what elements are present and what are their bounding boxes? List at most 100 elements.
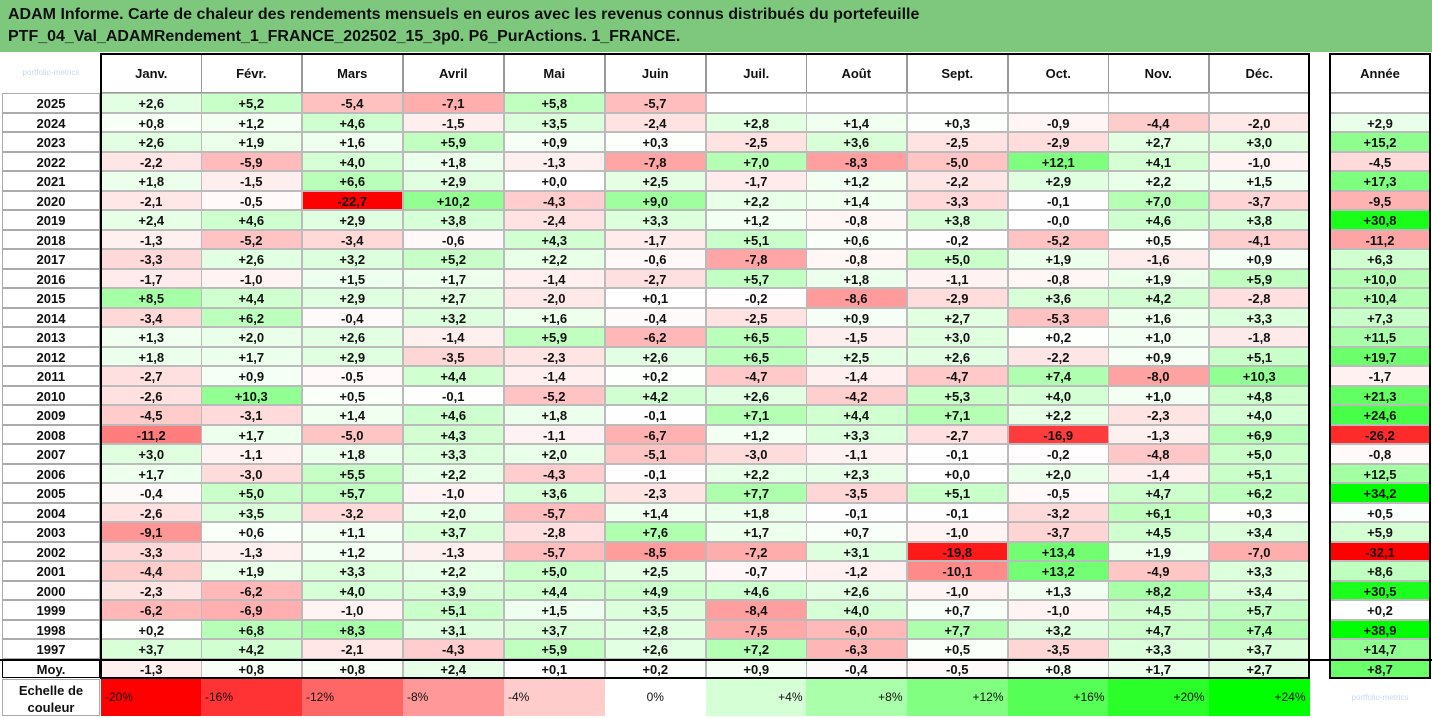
heatmap-cell: -2,2 [907,171,1008,191]
heatmap-cell: +5,0 [504,561,605,581]
year-label: 2012 [2,346,100,366]
heatmap-cell: +2,6 [806,580,907,600]
heatmap-cell: +3,0 [1209,132,1310,152]
heatmap-cell: +13,2 [1008,561,1109,581]
heatmap-cell: +1,9 [1108,541,1209,561]
heatmap-cell: +1,8 [101,346,202,366]
heatmap-cell: -2,9 [907,288,1008,308]
heatmap-cell: +7,4 [1008,366,1109,386]
heatmap-cell: +4,5 [1108,600,1209,620]
heatmap-cell: +1,5 [1209,171,1310,191]
annual-cell: -0,8 [1330,444,1430,464]
heatmap-cell: +5,8 [504,93,605,113]
heatmap-cell: -2,7 [907,424,1008,444]
annual-cell: +19,7 [1330,346,1430,366]
heatmap-cell: +1,0 [1108,327,1209,347]
annual-cell: +15,2 [1330,132,1430,152]
heatmap-cell: -4,3 [504,463,605,483]
heatmap-cell: +1,2 [806,171,907,191]
heatmap-cell: -1,5 [201,171,302,191]
heatmap-cell: +2,2 [1008,405,1109,425]
heatmap-cell: +0,8 [101,112,202,132]
year-label: 2021 [2,171,100,191]
annual-cell: +17,3 [1330,171,1430,191]
heatmap-cell: -2,0 [504,288,605,308]
heatmap-cell: -1,7 [706,171,807,191]
heatmap-cell: +3,3 [605,210,706,230]
heatmap-cell: +0,2 [101,619,202,639]
annual-cell: +14,7 [1330,639,1430,659]
heatmap-cell: -2,5 [706,307,807,327]
heatmap-cell: -6,2 [605,327,706,347]
annual-cell: +30,8 [1330,210,1430,230]
heatmap-cell: +1,4 [302,405,403,425]
heatmap-cell: -1,6 [1108,249,1209,269]
heatmap-cell: +0,9 [504,132,605,152]
heatmap-cell: +4,2 [1108,288,1209,308]
heatmap-cell: -1,0 [1008,600,1109,620]
heatmap-cell: +3,3 [302,561,403,581]
heatmap-cell: +8,3 [302,619,403,639]
heatmap-cell: +2,0 [504,444,605,464]
heatmap-cell: +4,7 [1108,619,1209,639]
heatmap-cell: +1,4 [605,502,706,522]
heatmap-cell: +1,7 [403,268,504,288]
year-label: 2003 [2,522,100,542]
annual-cell [1330,93,1430,113]
scale-swatch: +12% [907,678,1008,716]
heatmap-cell: +3,5 [504,112,605,132]
heatmap-cell: +4,6 [706,580,807,600]
heatmap-cell: -3,5 [1008,639,1109,659]
heatmap-cell: +4,3 [403,424,504,444]
heatmap-cell: -1,0 [1209,151,1310,171]
heatmap-cell: +1,8 [302,444,403,464]
year-label: 2010 [2,385,100,405]
heatmap-cell: -1,0 [302,600,403,620]
annual-cell: -26,2 [1330,424,1430,444]
year-label: 2023 [2,132,100,152]
month-header: Août [806,53,907,93]
heatmap-cell: +0,3 [1209,502,1310,522]
heatmap-cell: +7,1 [706,405,807,425]
heatmap-cell: -0,1 [806,502,907,522]
heatmap-cell [806,93,907,113]
heatmap-cell: +8,5 [101,288,202,308]
year-label: 2008 [2,424,100,444]
heatmap-cell [706,93,807,113]
watermark-label: portfolio-metrics [22,68,80,77]
heatmap-cell: +3,6 [504,483,605,503]
month-header: Avril [403,53,504,93]
heatmap-cell: +7,7 [907,619,1008,639]
heatmap-cell: +5,9 [1209,268,1310,288]
scale-watermark: portfolio-metrics [1351,692,1409,702]
heatmap-cell: -3,7 [1008,522,1109,542]
heatmap-cell: +4,4 [806,405,907,425]
heatmap-cell: +1,9 [1008,249,1109,269]
annual-cell: +11,5 [1330,327,1430,347]
heatmap-cell: +1,6 [504,307,605,327]
heatmap-cell: -5,4 [302,93,403,113]
heatmap-cell: -3,2 [1008,502,1109,522]
heatmap-cell: -7,0 [1209,541,1310,561]
average-cell: -0,5 [907,658,1008,678]
heatmap-cell: -4,7 [706,366,807,386]
heatmap-cell: -0,8 [806,210,907,230]
heatmap-cell: +1,2 [201,112,302,132]
month-header: Janv. [101,53,202,93]
heatmap-cell: +2,6 [302,327,403,347]
heatmap-cell: -1,7 [605,229,706,249]
heatmap-cell [1008,93,1109,113]
heatmap-cell: -3,1 [201,405,302,425]
heatmap-cell: +3,1 [403,619,504,639]
heatmap-cell: -0,0 [1008,210,1109,230]
annual-cell: +38,9 [1330,619,1430,639]
year-label: 2002 [2,541,100,561]
heatmap-cell: -1,1 [201,444,302,464]
heatmap-cell: +2,7 [403,288,504,308]
heatmap-cell: +5,9 [403,132,504,152]
month-header: Févr. [201,53,302,93]
heatmap-cell: +3,2 [403,307,504,327]
year-label: 2009 [2,405,100,425]
heatmap-cell: -2,7 [605,268,706,288]
heatmap-cell: -2,0 [1209,112,1310,132]
